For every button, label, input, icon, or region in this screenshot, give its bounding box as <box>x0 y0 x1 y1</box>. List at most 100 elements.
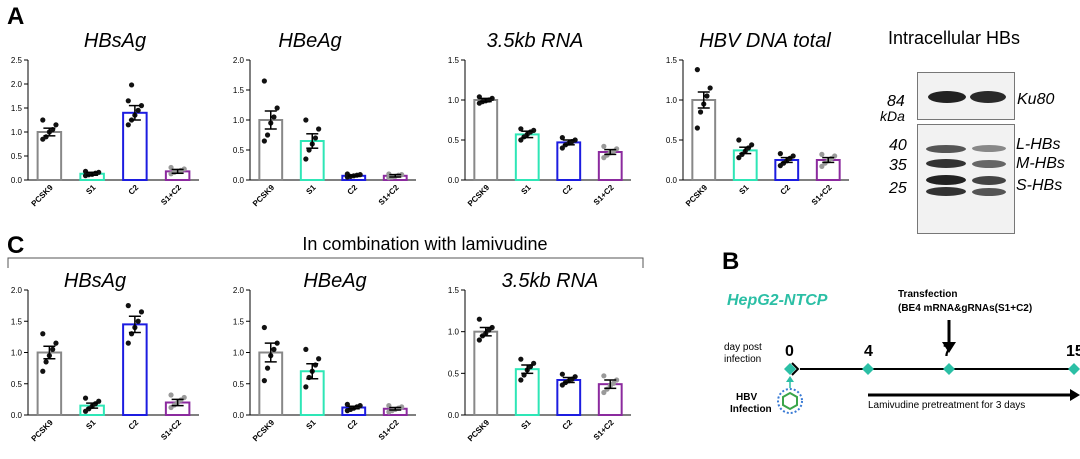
data-point <box>96 169 102 175</box>
transfection-detail: (BE4 mRNA&gRNAs(S1+C2) <box>898 303 1033 314</box>
data-point <box>518 126 524 132</box>
ku80-label: Ku80 <box>1017 91 1055 108</box>
data-point <box>138 309 145 315</box>
data-point <box>518 377 524 383</box>
chart-dna-a: 0.0 0.5 1.0 1.5 PCSK9 S1 C2 S1+C2 <box>666 56 849 208</box>
chart-hbeag-a: 0.0 0.5 1.0 1.5 2.0 PCSK9 S1 C2 S1+C2 <box>233 56 416 209</box>
data-point <box>138 103 145 109</box>
y-tick-label: 1.0 <box>233 116 245 125</box>
data-point <box>697 109 704 115</box>
x-tick-label: S1 <box>519 418 533 432</box>
data-point <box>476 337 482 343</box>
s-hbs-band <box>972 176 1006 185</box>
x-tick-label: C2 <box>346 183 360 197</box>
y-tick-label: 1.5 <box>666 56 678 65</box>
data-point <box>168 392 174 398</box>
data-point <box>572 137 578 143</box>
data-point <box>40 117 46 123</box>
x-tick-label: C2 <box>346 418 360 432</box>
data-point <box>264 365 271 371</box>
data-point <box>43 359 49 365</box>
y-tick-label: 1.5 <box>233 86 245 95</box>
l-hbs-label: L-HBs <box>1016 136 1061 153</box>
y-tick-label: 0.5 <box>666 136 678 145</box>
x-tick-label: C2 <box>127 183 141 197</box>
data-point <box>125 303 131 309</box>
x-tick-label: S1+C2 <box>810 183 834 207</box>
ku80-band <box>928 91 966 103</box>
y-tick-label: 1.5 <box>448 56 460 65</box>
pretreatment-label: Lamivudine pretreatment for 3 days <box>868 400 1026 411</box>
data-point <box>261 378 267 384</box>
bar <box>732 149 758 182</box>
data-point <box>601 389 607 396</box>
marker-25: 25 <box>889 180 907 197</box>
data-point <box>316 356 322 362</box>
x-tick-label: S1 <box>304 418 318 432</box>
data-point <box>274 105 280 111</box>
timepoint-marker <box>784 363 796 375</box>
data-point <box>316 126 322 132</box>
x-tick-label: S1+C2 <box>159 183 183 207</box>
data-point <box>704 93 710 99</box>
axis-label: infection <box>724 354 762 365</box>
data-point <box>303 384 309 390</box>
y-tick-label: 0.0 <box>666 176 678 185</box>
chart-title: 3.5kb RNA <box>501 270 599 292</box>
x-tick-label: PCSK9 <box>251 183 277 209</box>
x-tick-label: S1 <box>84 418 98 432</box>
y-tick-label: 1.5 <box>11 104 23 113</box>
panel-letter-c: C <box>7 232 25 259</box>
data-point <box>399 172 405 178</box>
data-point <box>271 114 277 120</box>
virus-icon <box>777 388 803 414</box>
data-point <box>53 340 59 346</box>
chart-title: 3.5kb RNA <box>486 30 584 52</box>
x-tick-label: S1 <box>519 183 533 197</box>
data-point <box>610 380 617 386</box>
marker-35: 35 <box>889 157 907 174</box>
ku80-marker: 84 <box>887 93 905 110</box>
data-point <box>261 324 267 331</box>
data-point <box>128 82 135 88</box>
kda-unit: kDa <box>880 108 905 124</box>
data-point <box>303 117 309 123</box>
x-tick-label: PCSK9 <box>30 183 56 209</box>
chart-hbsag-a: 0.0 0.5 1.0 1.5 2.0 2.5 PCSK9 S1 C2 S1+C2 <box>11 56 199 209</box>
y-tick-label: 0.5 <box>11 380 23 389</box>
chart-title: HBeAg <box>303 270 367 292</box>
data-point <box>181 166 187 172</box>
data-point <box>819 163 825 169</box>
y-tick-label: 1.0 <box>11 349 23 358</box>
data-point <box>312 135 319 141</box>
data-point <box>489 95 495 101</box>
y-tick-label: 0.5 <box>233 380 245 389</box>
marker-40: 40 <box>889 137 907 154</box>
data-point <box>777 151 783 157</box>
data-point <box>82 168 89 174</box>
s-hbs-band <box>926 175 966 185</box>
y-tick-label: 0.0 <box>448 176 460 185</box>
x-tick-label: S1+C2 <box>592 183 616 207</box>
data-point <box>694 67 700 73</box>
x-tick-label: PCSK9 <box>251 418 277 444</box>
y-tick-label: 1.0 <box>233 349 245 358</box>
y-tick-label: 1.0 <box>666 96 678 105</box>
x-tick-label: S1 <box>84 183 98 197</box>
day-label: 4 <box>864 343 873 360</box>
blot-title: Intracellular HBs <box>888 28 1021 48</box>
s-hbs-band <box>926 187 966 196</box>
cell-line-label: HepG2-NTCP <box>727 292 828 309</box>
x-tick-label: S1+C2 <box>377 418 401 442</box>
y-tick-label: 1.5 <box>448 286 460 295</box>
data-point <box>303 156 309 162</box>
l-hbs-band <box>926 145 966 153</box>
data-point <box>261 138 267 144</box>
x-tick-label: C2 <box>561 183 575 197</box>
data-point <box>50 346 56 352</box>
data-point <box>601 373 607 379</box>
transfection-title: Transfection <box>898 289 958 300</box>
day-label: 0 <box>785 343 794 360</box>
blot-hbs-strip <box>917 124 1015 234</box>
